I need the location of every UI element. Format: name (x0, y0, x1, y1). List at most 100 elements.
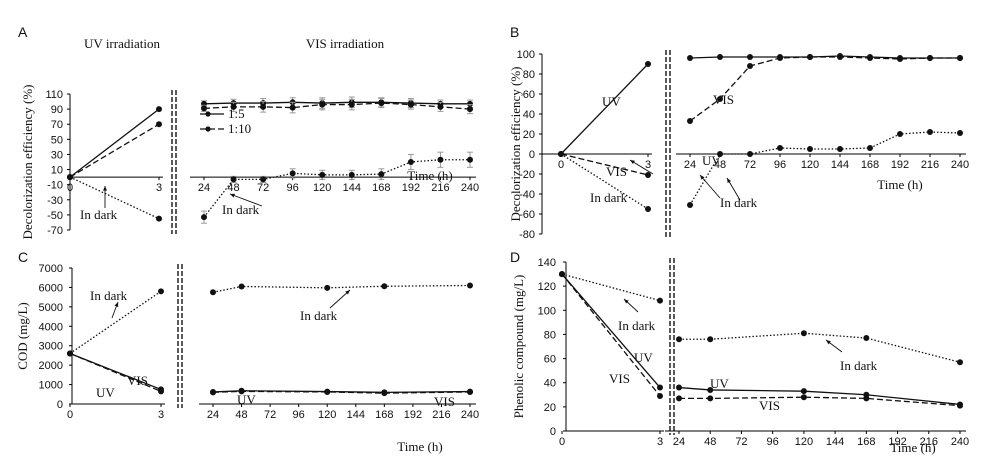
y-axis-label: Decolorization efficiency (%) (20, 85, 35, 240)
y-tick-label: 7000 (39, 263, 63, 275)
y-tick-label: 4000 (39, 321, 63, 333)
x-tick-label-right: 24 (673, 436, 685, 448)
data-point (897, 56, 903, 62)
x-tick-label-right: 48 (227, 182, 239, 194)
data-point (407, 101, 414, 108)
data-point (645, 206, 651, 212)
x-tick-label-left: 3 (645, 159, 651, 171)
data-point (747, 63, 753, 69)
y-tick-label: 20 (523, 129, 535, 141)
x-tick-label-left: 3 (156, 182, 162, 194)
annotation-label: VIS (127, 373, 148, 388)
annotation-label: In dark (590, 190, 628, 205)
series-line-left (69, 108, 160, 178)
annotation-label: In dark (80, 207, 118, 222)
data-point (897, 131, 903, 137)
x-tick-label-right: 120 (795, 436, 813, 448)
annotation-label: VIS (606, 164, 627, 179)
y-tick-label: 1000 (39, 380, 63, 392)
legend-marker (205, 126, 211, 132)
annotation-arrow (229, 193, 263, 207)
data-point (467, 106, 473, 113)
x-axis-label: Time (h) (397, 439, 442, 454)
annotation-label: VIS (759, 398, 780, 413)
data-point (201, 105, 207, 112)
annotation-label: In dark (300, 308, 338, 323)
data-point (558, 151, 564, 157)
series-line-left (561, 273, 661, 397)
y-tick-label: 60 (544, 354, 556, 366)
data-point (467, 100, 473, 107)
data-point (717, 96, 723, 102)
data-point (260, 176, 267, 183)
data-point (927, 129, 933, 135)
data-point (645, 61, 651, 67)
data-point (381, 283, 388, 290)
x-tick-label-right: 240 (461, 182, 479, 194)
y-tick-label: 3000 (39, 341, 63, 353)
series-vis (559, 271, 963, 409)
data-point (687, 118, 693, 124)
x-tick-label-right: 240 (951, 436, 969, 448)
data-point (289, 170, 296, 177)
data-point (747, 151, 753, 157)
series-line-right (689, 56, 960, 122)
annotation-arrow (699, 174, 721, 199)
data-point (717, 151, 723, 157)
y-axis-label: Decolorization efficiency (%) (508, 67, 523, 222)
legend-label: 1:5 (228, 106, 245, 121)
section-title-uv: UV irradiation (84, 36, 160, 51)
data-point (289, 104, 296, 111)
series-line-left (69, 352, 162, 391)
y-tick-label: 140 (538, 257, 556, 269)
data-point (467, 156, 473, 163)
series-in-dark (67, 282, 473, 357)
data-point (156, 215, 162, 222)
x-tick-label-right: 96 (287, 182, 299, 194)
y-tick-label: 40 (544, 378, 556, 390)
data-point (324, 284, 331, 291)
data-point (867, 145, 873, 151)
data-point (676, 336, 682, 343)
data-point (260, 103, 267, 110)
y-tick-label: -10 (47, 180, 63, 192)
section-title-vis: VIS irradiation (306, 36, 385, 51)
x-axis-label: Time (h) (890, 440, 935, 455)
y-tick-label: 0 (57, 399, 63, 411)
y-tick-label: 60 (523, 89, 535, 101)
x-tick-label-right: 72 (257, 182, 269, 194)
x-tick-label-right: 72 (744, 159, 756, 171)
data-point (467, 282, 473, 289)
data-point (378, 100, 385, 107)
data-point (707, 336, 714, 343)
annotation-arrowhead (826, 340, 831, 345)
data-point (800, 388, 807, 395)
data-point (467, 388, 473, 395)
y-tick-label: 0 (550, 426, 556, 438)
y-tick-label: 2000 (39, 360, 63, 372)
series-1-10 (67, 98, 473, 181)
x-tick-label-right: 48 (714, 159, 726, 171)
legend-label: 1:10 (228, 121, 251, 136)
annotation-label: UV (710, 376, 729, 391)
x-tick-label-right: 168 (375, 409, 393, 421)
data-point (407, 159, 414, 165)
data-point (67, 174, 73, 181)
x-tick-label-right: 120 (313, 182, 331, 194)
annotation-arrowhead (114, 302, 119, 307)
x-axis-label: Time (h) (877, 177, 922, 192)
x-tick-label-left: 0 (67, 182, 73, 194)
x-tick-label-right: 240 (461, 409, 479, 421)
series-line-left (560, 153, 649, 176)
data-point (156, 106, 162, 113)
data-point (957, 130, 963, 136)
data-point (210, 289, 216, 296)
data-point (800, 330, 807, 337)
data-point (158, 388, 164, 395)
data-point (238, 388, 245, 395)
y-axis-label: COD (mg/L) (15, 302, 30, 370)
data-point (676, 384, 682, 391)
data-point (837, 54, 843, 60)
data-point (67, 350, 73, 357)
